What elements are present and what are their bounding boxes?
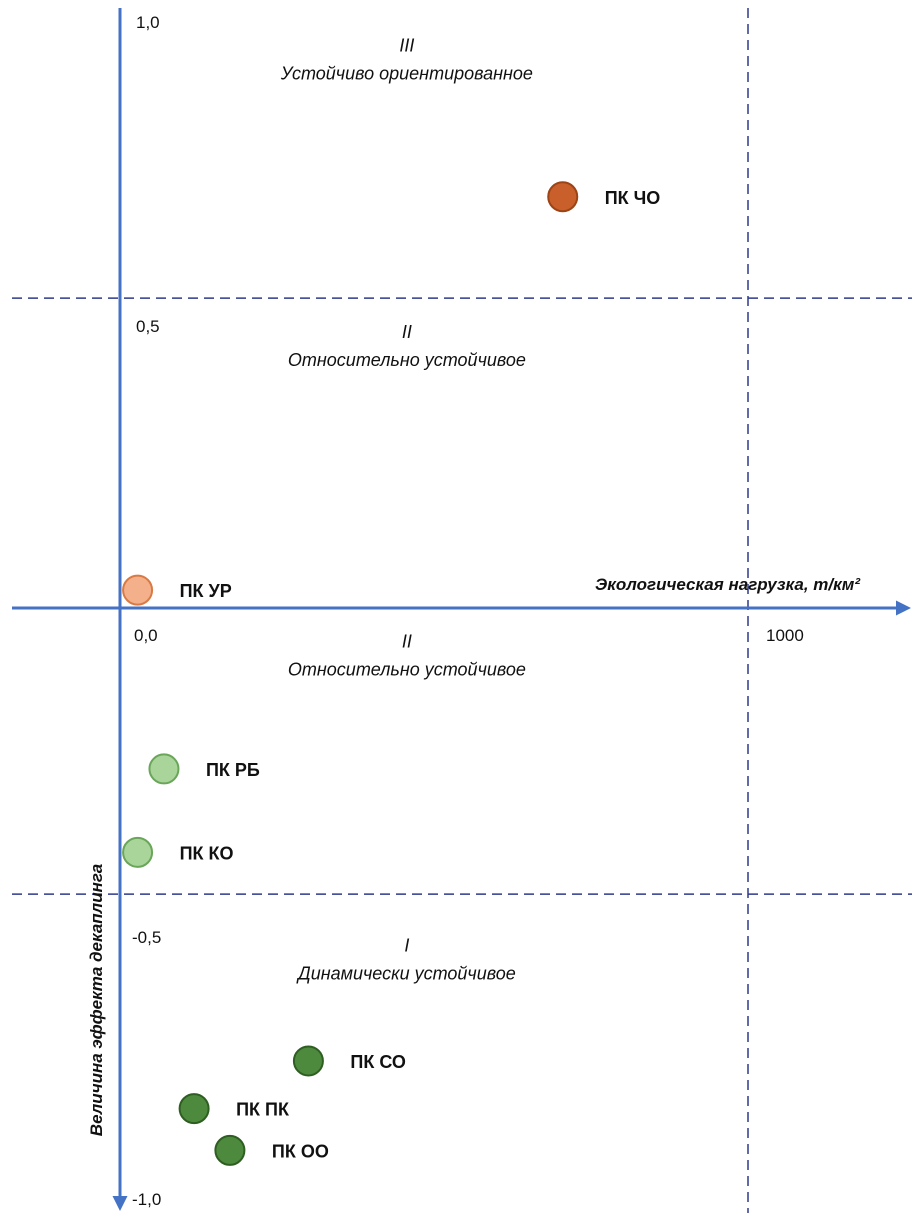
y-tick-label: 0,5 — [136, 317, 160, 336]
data-point-marker — [122, 836, 154, 868]
axis-titles: Экологическая нагрузка, т/км² Величина эф… — [87, 575, 861, 1136]
data-point-label: ПК ОО — [272, 1141, 329, 1161]
zone-name: Устойчиво ориентированное — [280, 64, 533, 84]
x-tick-label: 0,0 — [134, 626, 158, 645]
data-point-marker — [122, 574, 154, 606]
data-point-label: ПК РБ — [206, 760, 260, 780]
data-point-marker — [148, 753, 180, 785]
data-point-marker — [547, 181, 579, 213]
data-point-label: ПК ПК — [236, 1100, 290, 1120]
data-points: ПК ЧО ПК УР ПК РБ ПК КО ПК СО ПК ПК ПК ОО — [122, 181, 661, 1166]
x-tick-label: 1000 — [766, 626, 804, 645]
axes — [12, 8, 911, 1211]
y-tick-label: -0,5 — [132, 928, 161, 947]
zone-name: Относительно устойчивое — [288, 660, 526, 680]
zone-numeral: II — [402, 322, 412, 342]
y-tick-label: -1,0 — [132, 1190, 161, 1209]
data-point-label: ПК КО — [180, 843, 234, 863]
x-axis-title: Экологическая нагрузка, т/км² — [595, 575, 861, 594]
tick-labels: 0,0 1000 1,0 0,5 -0,5 -1,0 — [132, 13, 804, 1209]
y-tick-label: 1,0 — [136, 13, 160, 32]
data-point-label: ПК СО — [350, 1052, 405, 1072]
data-point-label: ПК УР — [180, 581, 232, 601]
zone-numeral: II — [402, 632, 412, 652]
data-point-marker — [178, 1093, 210, 1125]
reference-lines — [12, 8, 912, 1213]
y-axis-title: Величина эффекта декаплинга — [87, 864, 106, 1136]
zone-name: Относительно устойчивое — [288, 350, 526, 370]
zone-numeral: I — [404, 936, 409, 956]
zone-numeral: III — [399, 36, 414, 56]
data-point-marker — [292, 1045, 324, 1077]
data-point-marker — [214, 1134, 246, 1166]
zone-name: Динамически устойчивое — [296, 964, 516, 984]
data-point-label: ПК ЧО — [605, 188, 661, 208]
